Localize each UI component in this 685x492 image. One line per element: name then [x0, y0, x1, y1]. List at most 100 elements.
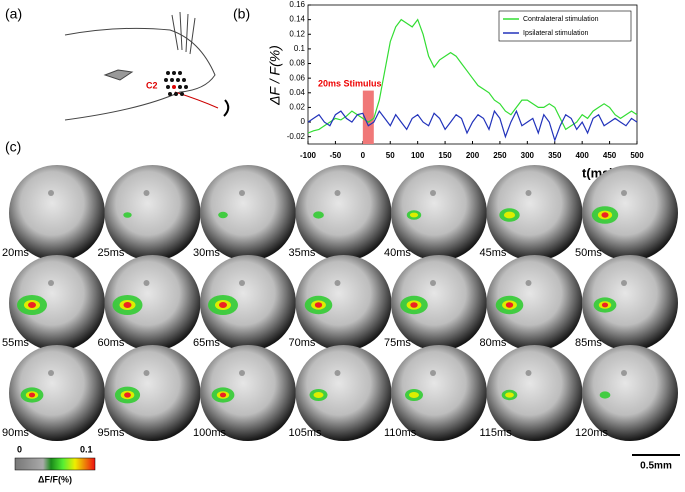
frame-label: 25ms: [98, 247, 125, 259]
x-tick-label: -50: [330, 151, 342, 160]
activation: [124, 392, 131, 398]
vessel: [621, 280, 627, 286]
vessel: [525, 370, 532, 376]
imaging-frame: [104, 345, 201, 441]
frame-label: 110ms: [384, 427, 417, 439]
imaging-frame: [486, 255, 583, 351]
frame-label: 70ms: [289, 337, 316, 349]
vessel: [143, 190, 150, 196]
x-tick-label: 350: [548, 151, 562, 160]
vessel: [143, 280, 150, 286]
activation: [123, 212, 132, 218]
frame-label: 80ms: [480, 337, 507, 349]
imaging-frame: [582, 255, 678, 351]
vessel: [239, 370, 245, 376]
rat-diagram: [64, 11, 230, 121]
x-tick-label: 200: [466, 151, 480, 160]
colorbar: [14, 457, 96, 471]
vessel: [430, 370, 436, 376]
imaging-frame: [391, 345, 487, 441]
imaging-frame: [9, 165, 105, 261]
x-tick-label: 150: [438, 151, 452, 160]
imaging-frame: [104, 255, 201, 351]
vessel: [525, 280, 532, 286]
frame-label: 100ms: [193, 427, 227, 439]
activation: [601, 302, 609, 308]
x-tick-label: 0: [361, 151, 366, 160]
activation: [601, 212, 609, 218]
imaging-frame: [295, 165, 392, 261]
y-tick-label: 0.14: [289, 15, 305, 24]
imaging-frame: [200, 165, 296, 261]
whisker-dots: [164, 71, 188, 96]
activation: [123, 302, 132, 308]
vessel: [48, 280, 54, 286]
legend-box: [498, 10, 632, 42]
activation: [28, 302, 36, 308]
y-tick-label: -0.02: [287, 132, 306, 141]
frame-label: 115ms: [480, 427, 513, 439]
colorbar-max: 0.1: [80, 444, 93, 454]
vessel: [239, 280, 245, 286]
imaging-frame: [582, 165, 678, 261]
frame-label: 65ms: [193, 337, 220, 349]
activation: [505, 392, 514, 398]
vessel: [334, 280, 341, 286]
y-tick-label: 0.16: [289, 0, 305, 9]
vessel: [239, 190, 245, 196]
series-line: [307, 109, 638, 143]
series-line: [307, 18, 638, 134]
colorbar-min: 0: [17, 444, 22, 454]
activation: [410, 302, 418, 308]
x-tick-label: -100: [300, 151, 317, 160]
frame-label: 95ms: [98, 427, 125, 439]
vessel: [48, 370, 54, 376]
imaging-frame: [9, 255, 105, 351]
panel-label: (c): [5, 139, 21, 155]
diagram-label: C2: [146, 80, 158, 90]
x-tick-label: 450: [603, 151, 617, 160]
vessel: [334, 190, 341, 196]
frame-label: 105ms: [289, 427, 323, 439]
x-tick-label: 500: [630, 151, 644, 160]
activation: [219, 392, 227, 398]
vessel: [430, 280, 436, 286]
vessel: [334, 370, 341, 376]
imaging-frame: [486, 345, 583, 441]
imaging-frame: [200, 255, 296, 351]
vessel: [525, 190, 532, 196]
y-tick-label: 0.08: [289, 59, 305, 68]
activation: [313, 211, 324, 219]
frame-label: 75ms: [384, 337, 411, 349]
stimulus-bar: [362, 90, 374, 144]
y-tick-label: 0.02: [289, 103, 305, 112]
y-axis-label: ΔF / F(%): [267, 45, 283, 106]
frame-label: 40ms: [384, 247, 411, 259]
x-tick-label: 250: [493, 151, 507, 160]
y-tick-label: 0.1: [294, 44, 306, 53]
frame-label: 120ms: [575, 427, 609, 439]
vessel: [143, 370, 150, 376]
frame-label: 50ms: [575, 247, 602, 259]
scale-bar-label: 0.5mm: [640, 461, 672, 472]
frame-label: 30ms: [193, 247, 220, 259]
x-tick-label: 300: [521, 151, 535, 160]
activation: [314, 302, 323, 308]
frame-label: 35ms: [289, 247, 316, 259]
imaging-frame: [391, 165, 487, 261]
colorbar-label: ΔF/F(%): [38, 474, 72, 484]
imaging-frame: [295, 255, 392, 351]
frame-label: 60ms: [98, 337, 125, 349]
frame-label: 20ms: [2, 247, 29, 259]
activation: [219, 302, 227, 308]
activation: [218, 211, 228, 219]
activation: [599, 391, 611, 399]
panel-label: (a): [5, 6, 22, 22]
vessel: [48, 190, 54, 196]
vessel: [430, 190, 436, 196]
imaging-frame: [486, 165, 583, 261]
legend-label: Contralateral stimulation: [523, 16, 599, 23]
y-tick-label: 0.06: [289, 73, 305, 82]
frame-label: 55ms: [2, 337, 29, 349]
